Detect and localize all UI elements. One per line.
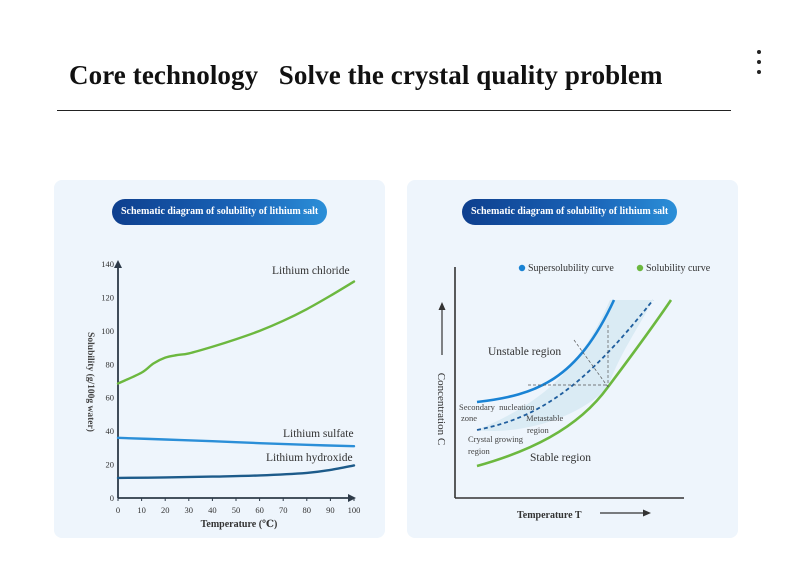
x-tick-label: 50 [232, 505, 241, 515]
series-line-lithium-sulfate [116, 436, 356, 448]
secondary-nucleation-label-line1: Secondary nucleation [459, 402, 535, 412]
series-line-lithium-chloride [116, 280, 356, 385]
x-tick-label: 40 [208, 505, 217, 515]
legend-supersolubility-label: Supersolubility curve [528, 263, 614, 274]
title-divider [57, 110, 731, 111]
unstable-region-label: Unstable region [488, 346, 561, 358]
y-tick-label: 20 [106, 460, 115, 470]
x-tick-label: 60 [255, 505, 264, 515]
x-axis-arrow [348, 494, 356, 502]
chart-title-pill: Schematic diagram of solubility of lithi… [112, 199, 328, 225]
y-tick-label: 140 [101, 259, 114, 269]
crystal-growing-label-line2: region [468, 446, 490, 456]
dashed-intermediate-curve [476, 299, 654, 431]
series-label-lithium-chloride: Lithium chloride [272, 265, 350, 277]
x-tick-label: 80 [303, 505, 312, 515]
x-tick-label: 90 [326, 505, 335, 515]
y-tick-label: 60 [106, 393, 115, 403]
x-tick-label: 20 [161, 505, 170, 515]
secondary-nucleation-label-line2: zone [461, 413, 477, 423]
legend-solubility-label: Solubility curve [646, 263, 711, 274]
y-axis-label-arrow-head [438, 302, 446, 310]
metastable-region-label-line2: region [527, 425, 549, 435]
y-axis-label: Solubility (g/100g water) [85, 332, 96, 432]
y-tick-label: 120 [101, 292, 114, 302]
crystallization-diagram-panel: Schematic diagram of solubility of lithi… [407, 180, 738, 538]
x-tick-label: 0 [116, 505, 120, 515]
metastable-region-label-line1: Metastable [526, 413, 564, 423]
stable-region-label: Stable region [530, 452, 591, 464]
diagram-title-pill: Schematic diagram of solubility of lithi… [462, 199, 678, 225]
metastable-zone-shading [477, 300, 653, 431]
legend-solubility-marker [636, 264, 644, 272]
x-tick-label: 100 [348, 505, 361, 515]
x-tick-label: 30 [185, 505, 194, 515]
crystallization-diagram: Supersolubility curve Solubility curve U… [435, 263, 711, 521]
diagram-x-axis-label: Temperature T [517, 510, 582, 521]
crystal-growing-label-line1: Crystal growing [468, 434, 524, 444]
series-label-lithium-sulfate: Lithium sulfate [283, 428, 354, 440]
supersolubility-curve [476, 299, 616, 404]
more-vertical-icon[interactable] [752, 48, 766, 76]
solubility-chart-panel: Schematic diagram of solubility of lithi… [54, 180, 385, 538]
diagram-y-axis-label: Concentration C [435, 373, 447, 445]
y-tick-label: 0 [110, 493, 114, 503]
series-line-lithium-hydroxide [116, 464, 356, 480]
x-axis-label-arrow-head [643, 509, 651, 517]
x-tick-label: 70 [279, 505, 288, 515]
page-title: Core technology Solve the crystal qualit… [69, 60, 663, 90]
series-label-lithium-hydroxide: Lithium hydroxide [266, 452, 353, 464]
y-tick-label: 80 [106, 359, 115, 369]
x-tick-label: 10 [137, 505, 146, 515]
solubility-curve [476, 299, 673, 468]
solubility-chart: 0 10 20 30 40 50 60 70 80 90 100 0 20 40 60 80 100 120 14… [85, 259, 361, 530]
y-tick-label: 100 [101, 326, 114, 336]
y-axis-arrow [114, 260, 122, 268]
x-axis-label: Temperature (℃) [201, 519, 278, 530]
y-tick-label: 40 [106, 426, 115, 436]
legend-supersolubility-marker [518, 264, 526, 272]
